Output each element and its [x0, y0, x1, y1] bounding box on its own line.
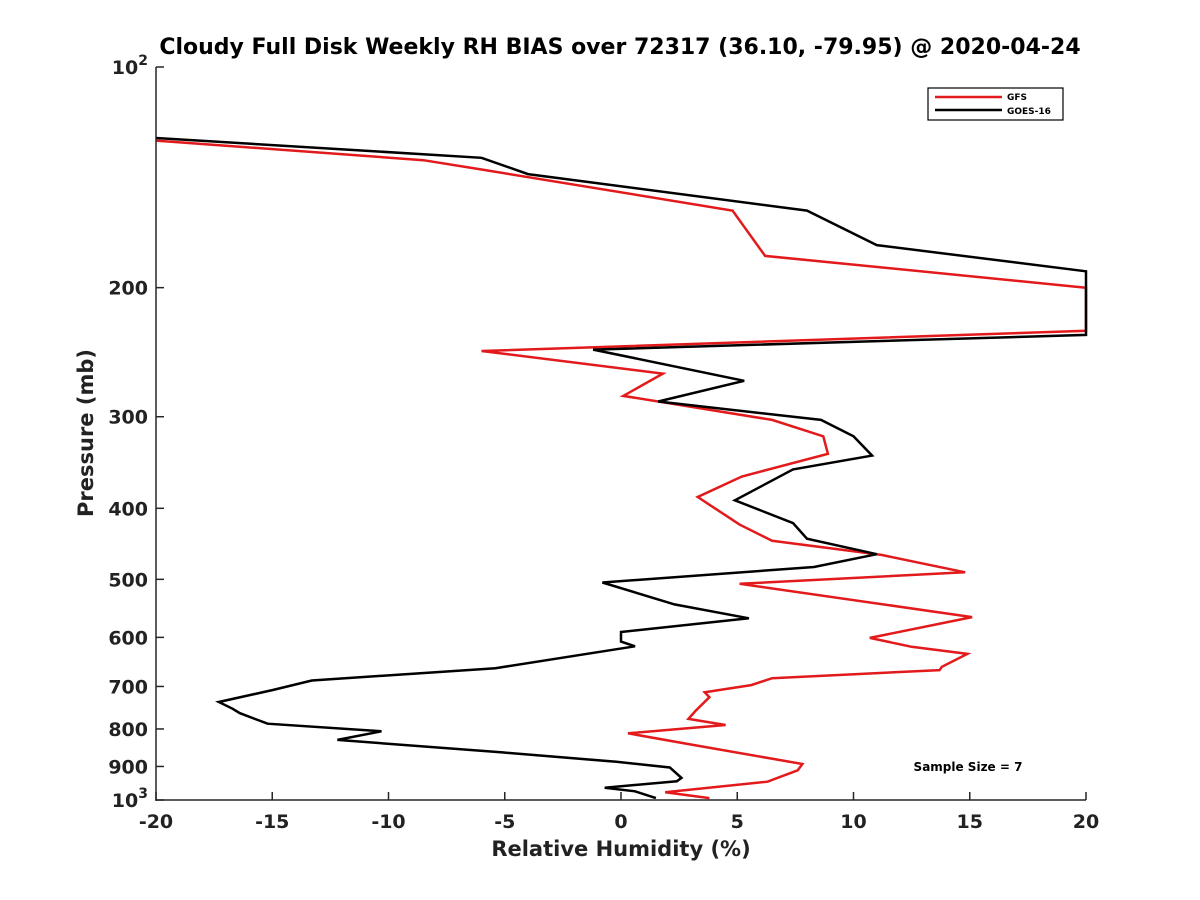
- y-tick-label: 500: [108, 569, 148, 591]
- y-tick-label: 800: [108, 719, 148, 741]
- y-tick-label: 400: [108, 498, 148, 520]
- x-tick-label: -10: [371, 811, 405, 833]
- legend-label-gfs: GFS: [1007, 93, 1027, 103]
- legend: GFS GOES-16: [927, 87, 1064, 121]
- x-tick-label: 0: [614, 811, 627, 833]
- x-tick-label: -5: [494, 811, 515, 833]
- y-tick-label: 200: [108, 278, 148, 300]
- x-tick-label: -20: [139, 811, 173, 833]
- x-axis-ticks: -20 -15 -10 -5 0 5 10 15 20: [139, 792, 1099, 833]
- sample-size-annotation: Sample Size = 7: [914, 760, 1023, 774]
- chart-title: Cloudy Full Disk Weekly RH BIAS over 723…: [159, 35, 1080, 60]
- y-tick-label: 600: [108, 627, 148, 649]
- y-tick-label: 300: [108, 407, 148, 429]
- x-axis-label: Relative Humidity (%): [491, 837, 750, 861]
- y-tick-label: 900: [108, 756, 148, 778]
- y-axis-ticks: 102 200 300 400 500 600 700 800 900 103: [108, 53, 164, 812]
- legend-box: [927, 87, 1064, 121]
- x-tick-label: 20: [1073, 811, 1099, 833]
- series-line-gfs: [155, 139, 1088, 800]
- legend-label-goes16: GOES-16: [1007, 107, 1051, 117]
- y-axis-label: Pressure (mb): [74, 349, 98, 517]
- plot-lines: [155, 136, 1088, 800]
- x-tick-label: 10: [840, 811, 866, 833]
- x-tick-label: 15: [957, 811, 983, 833]
- x-tick-label: 5: [731, 811, 744, 833]
- y-tick-label: 102: [112, 53, 148, 79]
- y-tick-label: 700: [108, 676, 148, 698]
- x-tick-label: -15: [255, 811, 289, 833]
- y-tick-label: 103: [112, 786, 148, 812]
- series-line-goes16: [155, 136, 1088, 800]
